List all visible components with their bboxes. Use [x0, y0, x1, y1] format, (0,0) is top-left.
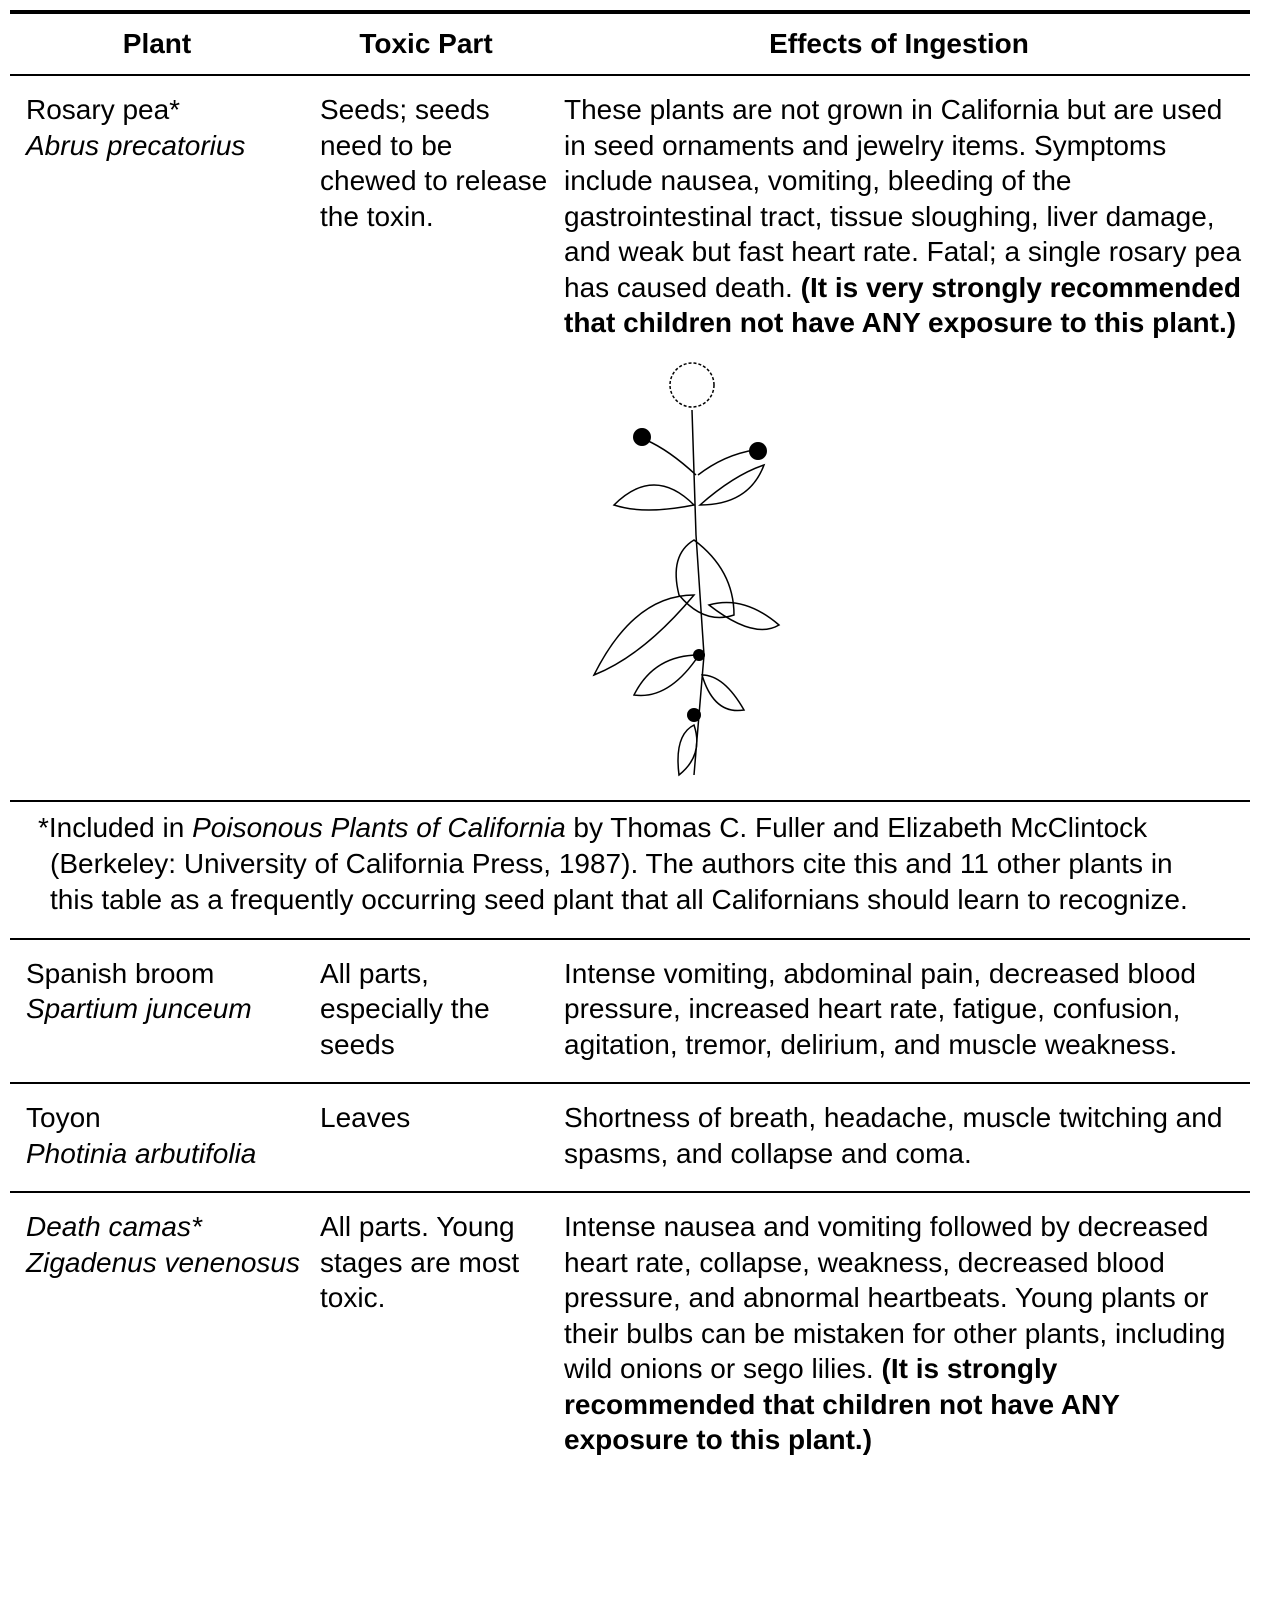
table-row: Rosary pea* Abrus precatorius Seeds; see…	[10, 76, 1250, 802]
scientific-name: Abrus precatorius	[26, 129, 246, 161]
plant-cell: Toyon Photinia arbutifolia	[10, 1100, 304, 1171]
footnote-text: *Included in Poisonous Plants of Califor…	[38, 810, 1210, 918]
toxic-part: All parts, especially the seeds	[320, 957, 490, 1060]
effects-cell: These plants are not grown in California…	[548, 92, 1250, 780]
effects-cell: Intense nausea and vomiting followed by …	[548, 1209, 1250, 1458]
table-row: Spanish broom Spartium junceum All parts…	[10, 940, 1250, 1084]
warning: (It is very strongly recommended that ch…	[564, 271, 1241, 339]
scientific-name: Zigadenus venenosus	[26, 1246, 300, 1278]
effects: Intense nausea and vomiting followed by …	[564, 1211, 1226, 1384]
plant-name: Spanish broom	[26, 957, 215, 989]
plant-name: Toyon	[26, 1102, 101, 1133]
plant-illustration	[592, 361, 781, 776]
plant-cell: Spanish broom Spartium junceum	[10, 956, 304, 1063]
header-cell: Toxic Part	[359, 28, 493, 60]
scientific-name: Photinia arbutifolia	[26, 1137, 257, 1169]
toxic-part: Leaves	[320, 1102, 411, 1133]
header-row: Plant Toxic Part Effects of Ingestion	[10, 14, 1250, 76]
effects: Intense vomiting, abdominal pain, decrea…	[564, 957, 1196, 1060]
plant-name: Death camas*	[26, 1211, 202, 1242]
plant-cell: Rosary pea* Abrus precatorius	[10, 92, 304, 780]
header-cell: Effects of Ingestion	[769, 28, 1029, 60]
footnote: *Included in Poisonous Plants of Califor…	[10, 802, 1250, 940]
footnote-text: by Thomas C. Fuller and Elizabeth McClin…	[50, 811, 1188, 915]
toxic-plants-table: Plant Toxic Part Effects of Ingestion Ro…	[10, 10, 1250, 1478]
effects: These plants are not grown in California…	[564, 94, 1242, 303]
table-row: Death camas* Zigadenus venenosus All par…	[10, 1193, 1250, 1478]
effects: Shortness of breath, headache, muscle tw…	[564, 1102, 1223, 1169]
footnote-text: *Included in	[38, 811, 193, 843]
header-cell: Plant	[122, 28, 192, 60]
book-title: Poisonous Plants of California	[192, 811, 566, 843]
warning: (It is strongly recommended that childre…	[564, 1353, 1120, 1455]
table-row: Toyon Photinia arbutifolia Leaves Shortn…	[10, 1084, 1250, 1193]
plant-cell: Death camas* Zigadenus venenosus	[10, 1209, 304, 1458]
plant-name: Rosary pea*	[26, 94, 181, 125]
toxic-part: All parts. Young stages are most toxic.	[320, 1211, 520, 1313]
scientific-name: Spartium junceum	[26, 993, 252, 1024]
toxic-part: Seeds; seeds need to be chewed to releas…	[320, 94, 548, 232]
